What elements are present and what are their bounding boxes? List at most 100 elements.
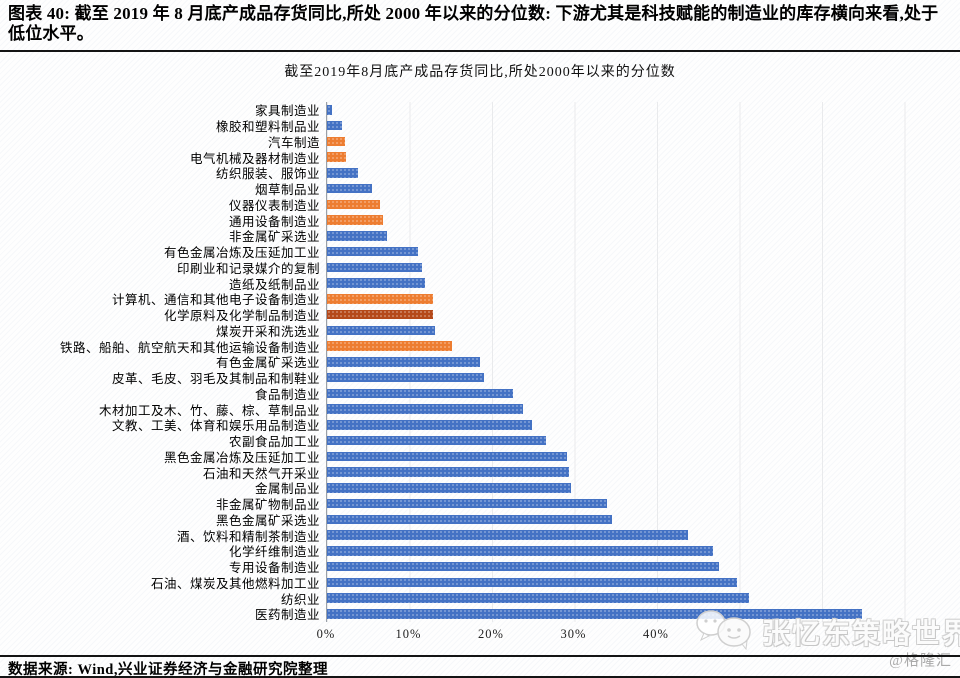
- category-label: 计算机、通信和其他电子设备制造业: [111, 293, 320, 308]
- bar: [327, 561, 719, 572]
- bar: [327, 294, 433, 304]
- x-tick-label: 0%: [316, 627, 336, 641]
- bar-track: [326, 228, 947, 244]
- bar-row: 烟草制品业: [8, 180, 947, 198]
- category-label: 纺织业: [280, 592, 320, 607]
- bar-row: 仪器仪表制造业: [8, 196, 947, 213]
- bar: [327, 183, 373, 194]
- bar: [327, 546, 714, 556]
- bar-track: [326, 306, 947, 323]
- bar: [327, 341, 453, 351]
- bar: [327, 372, 484, 383]
- category-label: 化学纤维制造业: [228, 545, 320, 560]
- category-label: 铁路、船舶、航空航天和其他运输设备制造业: [59, 340, 320, 355]
- x-axis: 0% 10% 20% 30% 40%: [317, 627, 946, 643]
- category-label: 皮革、毛皮、羽毛及其制品和制鞋业: [111, 372, 320, 387]
- bar-track: [326, 527, 947, 543]
- bottom-border: [0, 676, 960, 678]
- bar: [327, 467, 569, 477]
- bar-row: 有色金属矿采选业: [8, 354, 947, 370]
- bar: [327, 577, 738, 587]
- bar-row: 石油和天然气开采业: [8, 464, 947, 481]
- category-label: 煤炭开采和洗选业: [215, 324, 320, 339]
- bar-track: [326, 590, 947, 606]
- bar-row: 食品制造业: [8, 385, 947, 402]
- bar-row: 皮革、毛皮、羽毛及其制品和制鞋业: [8, 369, 947, 387]
- bar-chart: 家具制造业 橡胶和塑料制品业 汽车制造 电气机械及器材制造业 纺织服装、服饰业 烟草制品业…: [8, 102, 947, 622]
- bar-row: 家具制造业: [8, 102, 947, 118]
- category-label: 石油、煤炭及其他燃料加工业: [150, 576, 320, 591]
- bar: [327, 388, 513, 398]
- bar-row: 文教、工美、体育和娱乐用品制造业: [8, 417, 947, 433]
- bar: [327, 435, 546, 446]
- bar-track: [326, 432, 947, 449]
- bar-track: [326, 574, 947, 591]
- category-label: 橡胶和塑料制品业: [215, 120, 320, 135]
- bar: [327, 278, 426, 288]
- bar-track: [326, 180, 947, 197]
- chart-title: 截至2019年8月底产成品存货同比,所处2000年以来的分位数: [284, 65, 676, 80]
- category-label: 有色金属冶炼及压延加工业: [163, 246, 320, 261]
- category-label: 专用设备制造业: [228, 561, 320, 576]
- bar-row: 化学纤维制造业: [8, 543, 947, 559]
- bar-track: [326, 212, 947, 228]
- category-label: 医药制造业: [254, 608, 320, 623]
- bar: [327, 404, 524, 414]
- bar: [327, 609, 863, 619]
- category-label: 非金属矿采选业: [228, 230, 320, 245]
- bar-track: [326, 401, 947, 417]
- bar-track: [326, 543, 947, 559]
- bar: [327, 136, 346, 146]
- bar-track: [326, 606, 947, 622]
- category-label: 黑色金属冶炼及压延加工业: [163, 450, 320, 465]
- bar-row: 计算机、通信和其他电子设备制造业: [8, 291, 947, 307]
- category-label: 文教、工美、体育和娱乐用品制造业: [111, 419, 320, 434]
- bar-row: 专用设备制造业: [8, 558, 947, 576]
- bar: [327, 530, 689, 540]
- bar-row: 纺织业: [8, 590, 947, 607]
- category-label: 印刷业和记录媒介的复制: [176, 261, 320, 276]
- category-label: 有色金属矿采选业: [215, 356, 320, 371]
- bar-track: [326, 495, 947, 512]
- bar: [327, 152, 346, 162]
- plot-rows: 家具制造业 橡胶和塑料制品业 汽车制造 电气机械及器材制造业 纺织服装、服饰业 烟草制品业…: [8, 102, 947, 622]
- bar-row: 木材加工及木、竹、藤、棕、草制品业: [8, 401, 947, 418]
- category-label: 木材加工及木、竹、藤、棕、草制品业: [98, 403, 320, 418]
- category-label: 黑色金属矿采选业: [215, 513, 320, 528]
- bar: [327, 514, 612, 524]
- bar: [327, 357, 480, 367]
- bar: [327, 168, 359, 178]
- bar-track: [326, 133, 947, 150]
- bar: [327, 483, 572, 493]
- bar: [327, 215, 384, 225]
- bar-row: 非金属矿物制品业: [8, 495, 947, 512]
- bar: [327, 231, 388, 241]
- bar-track: [326, 511, 947, 528]
- bar-track: [326, 259, 947, 276]
- category-label: 石油和天然气开采业: [202, 466, 320, 481]
- bar-track: [326, 165, 947, 181]
- bar: [327, 451, 568, 461]
- bar: [327, 120, 342, 131]
- figure-caption: 图表 40: 截至 2019 年 8 月底产成品存货同比,所处 2000 年以来…: [0, 0, 960, 52]
- bar-row: 金属制品业: [8, 480, 947, 496]
- category-label: 烟草制品业: [254, 183, 320, 198]
- category-label: 农副食品加工业: [228, 435, 320, 450]
- bar-track: [326, 117, 947, 134]
- bar-row: 橡胶和塑料制品业: [8, 117, 947, 135]
- bar-track: [326, 338, 947, 354]
- bar-track: [326, 275, 947, 291]
- bar-row: 电气机械及器材制造业: [8, 149, 947, 166]
- bar: [327, 498, 607, 509]
- watermark-handle: @格隆汇: [889, 653, 952, 669]
- category-label: 金属制品业: [254, 482, 320, 497]
- bar: [327, 199, 380, 209]
- bar-row: 化学原料及化学制品制造业: [8, 306, 947, 323]
- bar: [327, 246, 418, 257]
- bar: [327, 105, 332, 115]
- x-tick-label: 40%: [643, 627, 669, 641]
- category-label: 纺织服装、服饰业: [215, 167, 320, 182]
- bar-track: [326, 196, 947, 213]
- bar: [327, 420, 533, 430]
